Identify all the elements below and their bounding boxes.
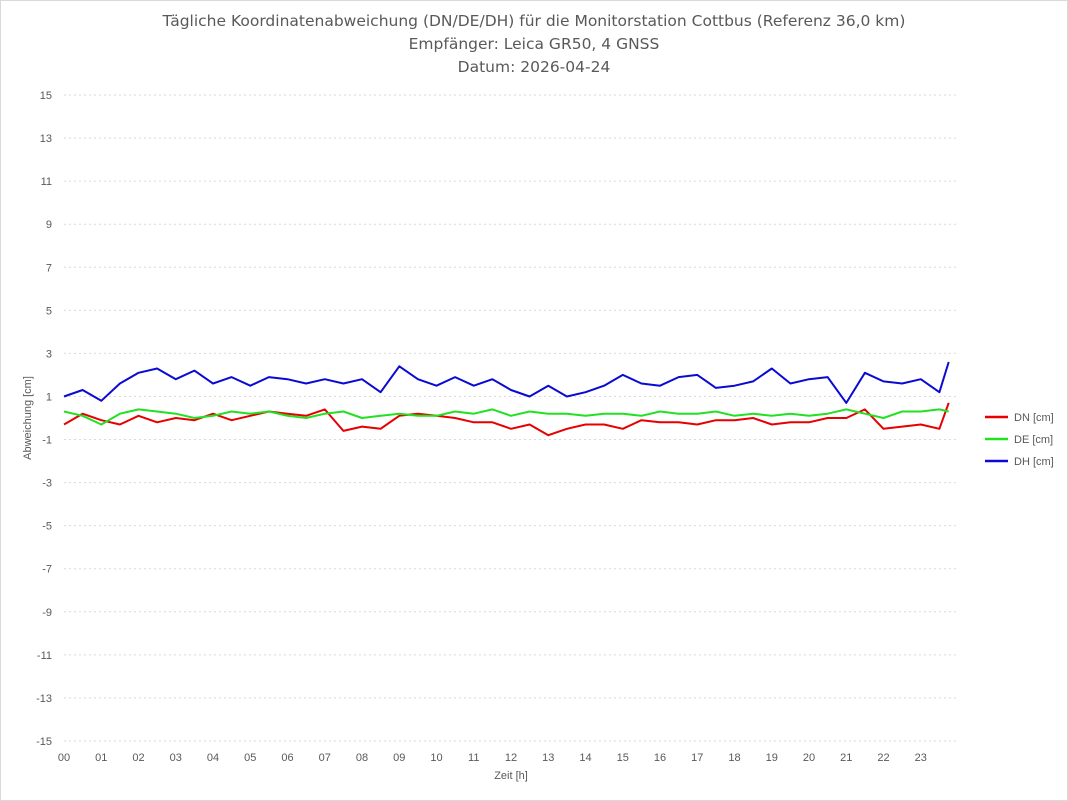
y-tick-label: -11 — [37, 650, 52, 662]
x-tick-label: 19 — [766, 752, 778, 764]
y-tick-label: -3 — [42, 478, 52, 490]
series-line-2 — [63, 408, 949, 426]
y-tick-label: 9 — [46, 219, 52, 231]
x-tick-label: 20 — [803, 752, 815, 764]
x-tick-label: 18 — [728, 752, 740, 764]
x-tick-label: 23 — [915, 752, 927, 764]
x-tick-label: 01 — [95, 752, 107, 764]
series-lines — [63, 361, 950, 437]
x-tick-label: 09 — [393, 752, 405, 764]
x-tick-label: 00 — [58, 752, 70, 764]
chart-title-line-1: Tägliche Koordinatenabweichung (DN/DE/DH… — [162, 12, 906, 30]
y-tick-label: 15 — [40, 90, 52, 102]
y-tick-label: 11 — [41, 176, 52, 188]
x-tick-label: 02 — [132, 752, 144, 764]
y-tick-labels: 15 13 11 9 7 5 3 1 -1 -3 -5 -7 -9 -11 -13 -15 — [36, 90, 52, 748]
x-tick-label: 12 — [505, 752, 517, 764]
y-tick-label: -5 — [42, 521, 52, 533]
y-tick-label: -7 — [42, 564, 52, 576]
y-tick-label: 3 — [46, 348, 52, 360]
x-tick-label: 21 — [840, 752, 852, 764]
x-axis-label: Zeit [h] — [494, 770, 528, 782]
legend-label: DN [cm] — [1014, 412, 1054, 424]
series-line-1 — [63, 402, 950, 437]
x-tick-label: 05 — [244, 752, 256, 764]
y-tick-label: -15 — [36, 736, 52, 748]
x-tick-label: 04 — [207, 752, 219, 764]
y-tick-label: 5 — [46, 305, 52, 317]
grid-lines — [64, 94, 958, 742]
y-tick-label: 7 — [46, 262, 52, 274]
y-tick-label: -1 — [42, 435, 52, 447]
x-tick-label: 07 — [319, 752, 331, 764]
x-tick-label: 10 — [430, 752, 442, 764]
legend: DN [cm] DE [cm] DH [cm] — [985, 412, 1054, 468]
x-tick-label: 11 — [468, 752, 479, 764]
x-tick-label: 08 — [356, 752, 368, 764]
legend-label: DE [cm] — [1014, 434, 1053, 446]
chart-title-line-3: Datum: 2026-04-24 — [457, 58, 611, 76]
x-tick-label: 14 — [579, 752, 591, 764]
y-tick-label: -9 — [42, 607, 52, 619]
legend-label: DH [cm] — [1014, 456, 1054, 468]
x-tick-label: 13 — [542, 752, 554, 764]
chart-title-line-2: Empfänger: Leica GR50, 4 GNSS — [408, 35, 660, 53]
x-tick-label: 16 — [654, 752, 666, 764]
y-tick-label: 1 — [46, 391, 52, 403]
x-tick-label: 15 — [617, 752, 629, 764]
x-tick-labels: 00 01 02 03 04 05 06 07 08 09 10 11 12 13 14 15 16 17 18 19… — [58, 752, 927, 764]
x-tick-label: 17 — [691, 752, 703, 764]
y-tick-label: -13 — [36, 693, 52, 705]
series-line-3 — [63, 361, 950, 404]
x-tick-label: 03 — [170, 752, 182, 764]
x-tick-label: 22 — [877, 752, 889, 764]
y-axis-label: Abweichung [cm] — [22, 376, 34, 460]
y-tick-label: 13 — [40, 133, 52, 145]
x-tick-label: 06 — [281, 752, 293, 764]
